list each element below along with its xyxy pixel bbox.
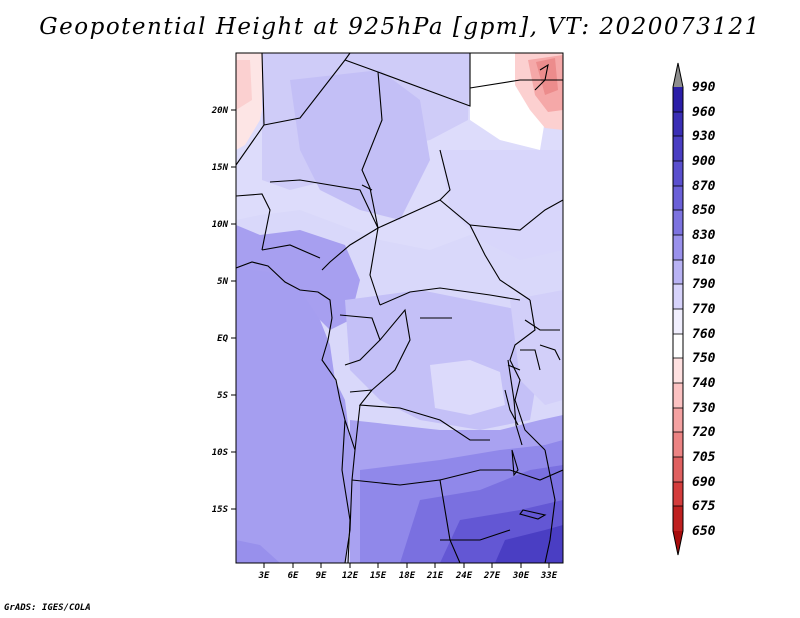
lat-label-5n: 5N xyxy=(217,277,228,287)
contour-fill-790-congo xyxy=(430,360,505,415)
colorbar-bottom-arrow xyxy=(673,531,683,555)
colorbar-swatch-760 xyxy=(673,334,683,358)
colorbar-label-960: 960 xyxy=(692,105,716,120)
colorbar-separators xyxy=(673,111,683,507)
lon-label-21e: 21E xyxy=(426,571,444,581)
colorbar-label-810: 810 xyxy=(692,253,716,268)
map-frame xyxy=(235,52,564,564)
lat-label-15s: 15S xyxy=(212,505,229,515)
colorbar-outline xyxy=(672,62,684,556)
country-borders xyxy=(236,53,563,563)
colorbar-label-990: 990 xyxy=(692,80,716,95)
lakes xyxy=(361,63,549,520)
lat-label-5s: 5S xyxy=(217,391,228,401)
colorbar-label-850: 850 xyxy=(692,203,716,218)
colorbar-label-690: 690 xyxy=(692,475,716,490)
colorbar-swatch-790 xyxy=(673,284,683,309)
lat-label-15n: 15N xyxy=(212,163,229,173)
colorbar-swatch-705 xyxy=(673,457,683,482)
lat-label-20n: 20N xyxy=(211,106,229,116)
contour-fill-740-west xyxy=(236,60,252,110)
colorbar-label-830: 830 xyxy=(692,228,716,243)
map-title: Geopotential Height at 925hPa [gpm], VT:… xyxy=(39,14,761,40)
colorbar-swatch-740 xyxy=(673,383,683,408)
lon-label-33e: 33E xyxy=(540,571,558,581)
colorbar-swatch-870 xyxy=(673,186,683,210)
colorbar-label-705: 705 xyxy=(692,450,716,465)
lat-label-eq: EQ xyxy=(217,334,228,344)
lon-label-30e: 30E xyxy=(512,571,530,581)
colorbar-label-650: 650 xyxy=(692,524,716,539)
colorbar-label-750: 750 xyxy=(692,351,716,366)
colorbar-swatch-690 xyxy=(673,482,683,506)
colorbar-swatch-770 xyxy=(673,309,683,334)
colorbar: 990 960 930 900 870 850 830 810 790 770 … xyxy=(672,62,716,556)
colorbar-swatch-850 xyxy=(673,210,683,235)
colorbar-swatch-930 xyxy=(673,136,683,161)
contour-fill-730 xyxy=(536,58,558,95)
lon-label-27e: 27E xyxy=(483,571,501,581)
colorbar-label-675: 675 xyxy=(692,499,716,514)
colorbar-swatch-900 xyxy=(673,161,683,186)
longitude-axis: 3E 6E 9E 12E 15E 18E 21E 24E 27E 30E 33E xyxy=(258,563,558,581)
colorbar-swatch-730 xyxy=(673,408,683,432)
colorbar-swatch-720 xyxy=(673,432,683,457)
colorbar-label-870: 870 xyxy=(692,179,716,194)
colorbar-label-740: 740 xyxy=(692,376,716,391)
colorbar-swatch-810 xyxy=(673,260,683,284)
colorbar-label-730: 730 xyxy=(692,401,716,416)
contour-fill-810-sahel xyxy=(290,70,430,220)
colorbar-label-790: 790 xyxy=(692,277,716,292)
lon-label-15e: 15E xyxy=(370,571,387,581)
colorbar-label-760: 760 xyxy=(692,327,716,342)
lon-label-18e: 18E xyxy=(399,571,416,581)
colorbar-label-770: 770 xyxy=(692,302,716,317)
contour-fill-830-ocean xyxy=(236,268,352,563)
colorbar-swatch-990 xyxy=(673,87,683,112)
lon-label-12e: 12E xyxy=(342,571,359,581)
colorbar-label-900: 900 xyxy=(692,154,716,169)
lon-label-6e: 6E xyxy=(288,571,299,581)
credit-text: GrADS: IGES/COLA xyxy=(4,603,91,613)
contour-fill-790-east xyxy=(440,150,563,260)
latitude-axis: 20N 15N 10N 5N EQ 5S 10S 15S xyxy=(211,106,236,515)
map-panel xyxy=(236,53,563,563)
colorbar-label-930: 930 xyxy=(692,129,716,144)
lat-label-10s: 10S xyxy=(212,448,229,458)
contour-fill-930-south xyxy=(495,525,563,563)
colorbar-top-arrow xyxy=(673,63,683,87)
lon-label-9e: 9E xyxy=(316,571,327,581)
lon-label-24e: 24E xyxy=(455,571,473,581)
contour-fill-790-eastafrica xyxy=(510,290,563,405)
lat-label-10n: 10N xyxy=(212,220,229,230)
colorbar-swatch-675 xyxy=(673,506,683,531)
contour-fill-830-gulf xyxy=(236,225,360,330)
colorbar-swatch-750 xyxy=(673,358,683,383)
contour-fill-850-ocean xyxy=(236,540,280,563)
colorbar-swatch-960 xyxy=(673,112,683,136)
colorbar-label-720: 720 xyxy=(692,425,716,440)
lon-label-3e: 3E xyxy=(258,571,270,581)
colorbar-swatch-830 xyxy=(673,235,683,260)
